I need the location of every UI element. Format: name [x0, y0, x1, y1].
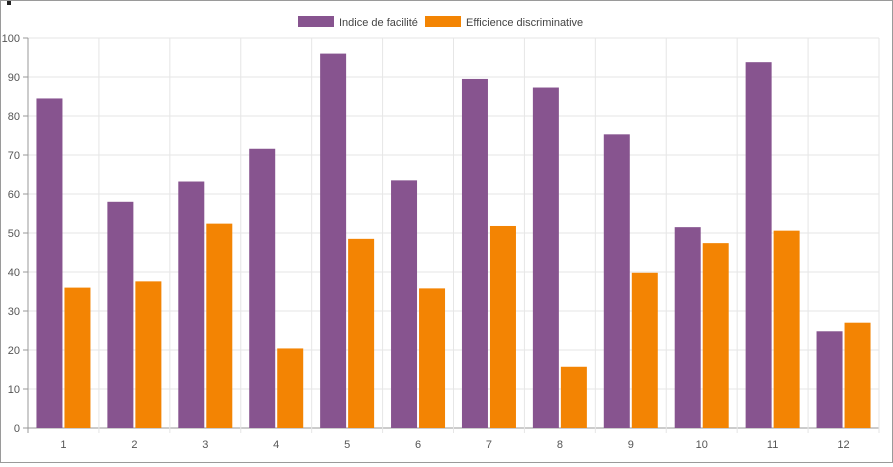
legend-label-1: Efficience discriminative	[466, 17, 583, 29]
ytick-label-100: 100	[2, 33, 20, 45]
bar-s1-9[interactable]	[631, 272, 658, 428]
bar-s0-5[interactable]	[320, 53, 347, 428]
ytick-label-70: 70	[8, 150, 20, 162]
ytick-label-10: 10	[8, 384, 20, 396]
xtick-label-5: 5	[344, 439, 350, 451]
xtick-label-1: 1	[60, 439, 66, 451]
legend-swatch-0	[298, 16, 334, 27]
xtick-label-6: 6	[415, 439, 421, 451]
xtick-label-3: 3	[202, 439, 208, 451]
bar-s0-8[interactable]	[532, 87, 559, 428]
bar-s1-4[interactable]	[277, 348, 304, 428]
xtick-label-7: 7	[486, 439, 492, 451]
bar-s0-12[interactable]	[816, 331, 843, 428]
bar-s1-5[interactable]	[348, 238, 375, 428]
ytick-label-20: 20	[8, 345, 20, 357]
corner-mark	[7, 1, 11, 5]
bar-s0-7[interactable]	[461, 78, 488, 428]
ytick-label-50: 50	[8, 228, 20, 240]
grid	[27, 37, 880, 433]
bar-s1-11[interactable]	[773, 230, 800, 428]
legend-swatch-1	[425, 16, 461, 27]
ytick-label-30: 30	[8, 306, 20, 318]
ytick-label-40: 40	[8, 267, 20, 279]
ytick-label-80: 80	[8, 111, 20, 123]
bar-s1-12[interactable]	[844, 322, 871, 428]
xtick-label-9: 9	[628, 439, 634, 451]
ytick-label-90: 90	[8, 72, 20, 84]
xtick-label-11: 11	[767, 439, 778, 451]
bar-s1-7[interactable]	[489, 225, 516, 428]
bar-s1-3[interactable]	[206, 223, 233, 428]
bar-s0-1[interactable]	[36, 98, 63, 428]
legend-item-1[interactable]: Efficience discriminative	[425, 16, 583, 29]
bar-s0-2[interactable]	[107, 201, 134, 428]
bar-s0-3[interactable]	[178, 181, 205, 428]
bar-s1-1[interactable]	[64, 287, 91, 428]
ytick-label-0: 0	[14, 423, 20, 435]
legend: Indice de facilité Efficience discrimina…	[298, 16, 583, 29]
bars	[36, 53, 871, 429]
bar-s0-11[interactable]	[745, 62, 772, 429]
bar-s1-8[interactable]	[560, 366, 587, 428]
bar-s1-10[interactable]	[702, 243, 729, 428]
bar-s1-6[interactable]	[419, 288, 446, 428]
legend-label-0: Indice de facilité	[339, 17, 418, 29]
legend-item-0[interactable]: Indice de facilité	[298, 16, 418, 29]
xtick-label-10: 10	[696, 439, 708, 451]
bar-s0-4[interactable]	[249, 148, 276, 428]
bar-s0-10[interactable]	[674, 227, 701, 428]
bar-s0-9[interactable]	[603, 134, 630, 428]
xtick-label-12: 12	[837, 439, 849, 451]
xtick-label-4: 4	[273, 439, 279, 451]
ytick-label-60: 60	[8, 189, 20, 201]
bar-s0-6[interactable]	[391, 180, 418, 428]
xtick-label-2: 2	[131, 439, 137, 451]
xtick-label-8: 8	[557, 439, 563, 451]
bar-s1-2[interactable]	[135, 281, 162, 428]
